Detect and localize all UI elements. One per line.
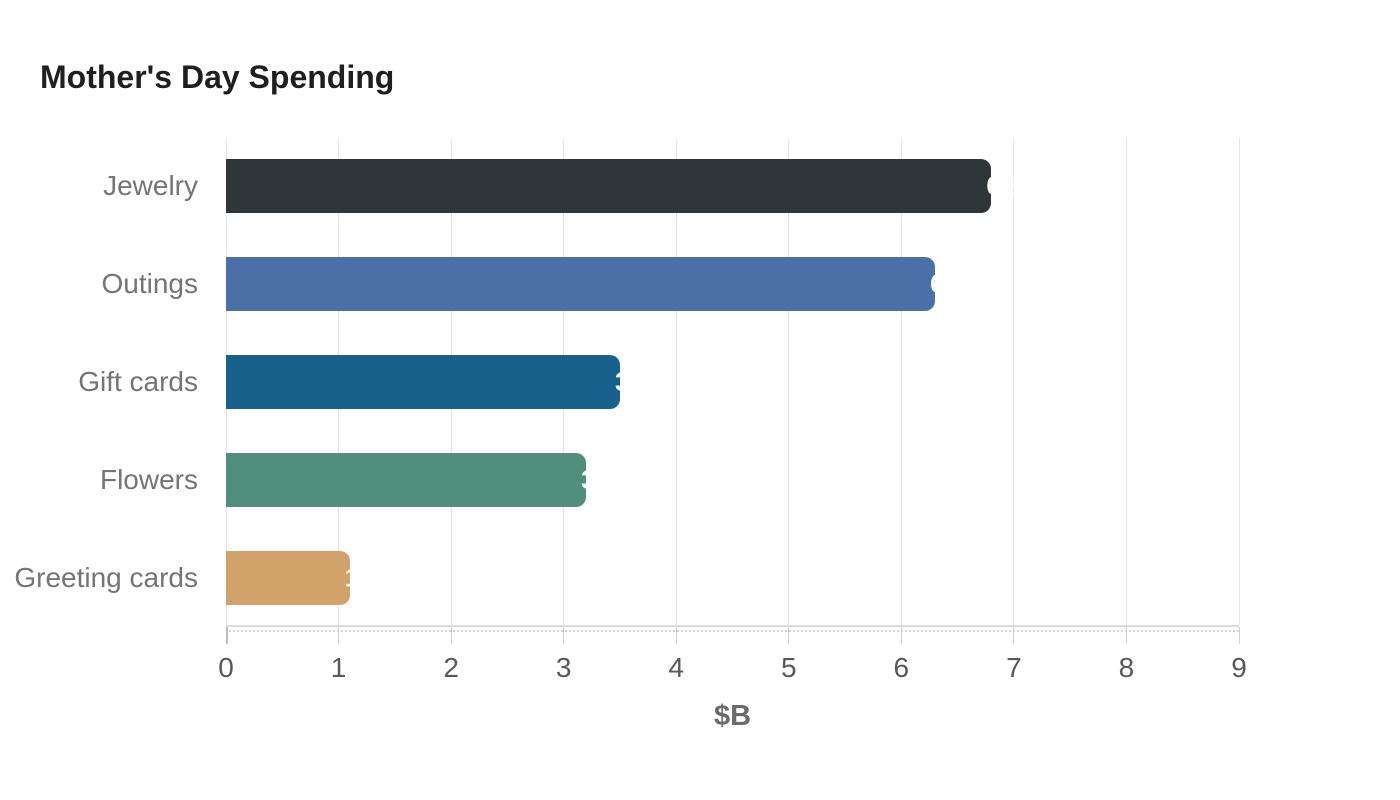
tick-label: 0 — [218, 652, 234, 683]
tick-label: 7 — [1006, 652, 1022, 683]
gridline — [1238, 138, 1240, 625]
tick-mark — [1238, 627, 1240, 644]
category-label: Greeting cards — [14, 562, 198, 593]
tick-mark — [563, 627, 565, 644]
tick-mark — [338, 627, 340, 644]
category-axis: Jewelry Outings Gift cards Flowers Greeting … — [0, 138, 198, 625]
category-label: Flowers — [99, 464, 198, 495]
category-label: Jewelry — [103, 170, 198, 201]
bar: 3.2 — [226, 453, 617, 507]
tick-label: 1 — [330, 652, 347, 683]
gridline — [788, 138, 790, 625]
x-axis-label: $B — [713, 700, 752, 732]
tick-label: 4 — [668, 652, 685, 683]
chart-title: Mother's Day Spending — [40, 59, 395, 95]
gridline — [900, 138, 902, 625]
bar-value-label: 1.1 — [344, 562, 381, 593]
bar: 1.1 — [226, 551, 381, 605]
tick-mark — [225, 627, 228, 644]
bar: 6.3 — [226, 257, 966, 311]
bar-value-label: 6.8 — [986, 170, 1023, 201]
tick-mark — [1125, 627, 1127, 644]
tick-label: 2 — [443, 652, 459, 683]
tick-mark — [675, 627, 677, 644]
tick-label: 5 — [780, 652, 797, 683]
axis-baseline-dotted — [226, 630, 1239, 632]
x-axis-tick-labels: 0 1 2 3 4 5 6 7 8 9 — [218, 651, 1247, 685]
tick-mark — [450, 627, 452, 644]
category-label: Gift cards — [78, 366, 198, 397]
bar-value-label: 6.3 — [930, 268, 967, 299]
gridline — [1125, 138, 1127, 625]
tick-label: 9 — [1231, 652, 1247, 683]
tick-label: 3 — [555, 652, 572, 683]
bar-value-label: 3.5 — [614, 366, 652, 397]
tick-label: 6 — [893, 652, 910, 683]
category-label: Outings — [101, 268, 199, 299]
bar-value-label: 3.2 — [581, 464, 618, 495]
tick-mark — [1013, 627, 1015, 644]
plot-area: 6.8 6.3 3.5 3.2 1.1 — [225, 138, 1240, 644]
tick-mark — [788, 627, 790, 644]
gridline — [1013, 138, 1015, 625]
gridline — [675, 138, 677, 625]
bar: 3.5 — [226, 355, 651, 409]
tick-label: 8 — [1118, 652, 1135, 683]
tick-mark — [900, 627, 902, 644]
bar: 6.8 — [226, 159, 1023, 213]
